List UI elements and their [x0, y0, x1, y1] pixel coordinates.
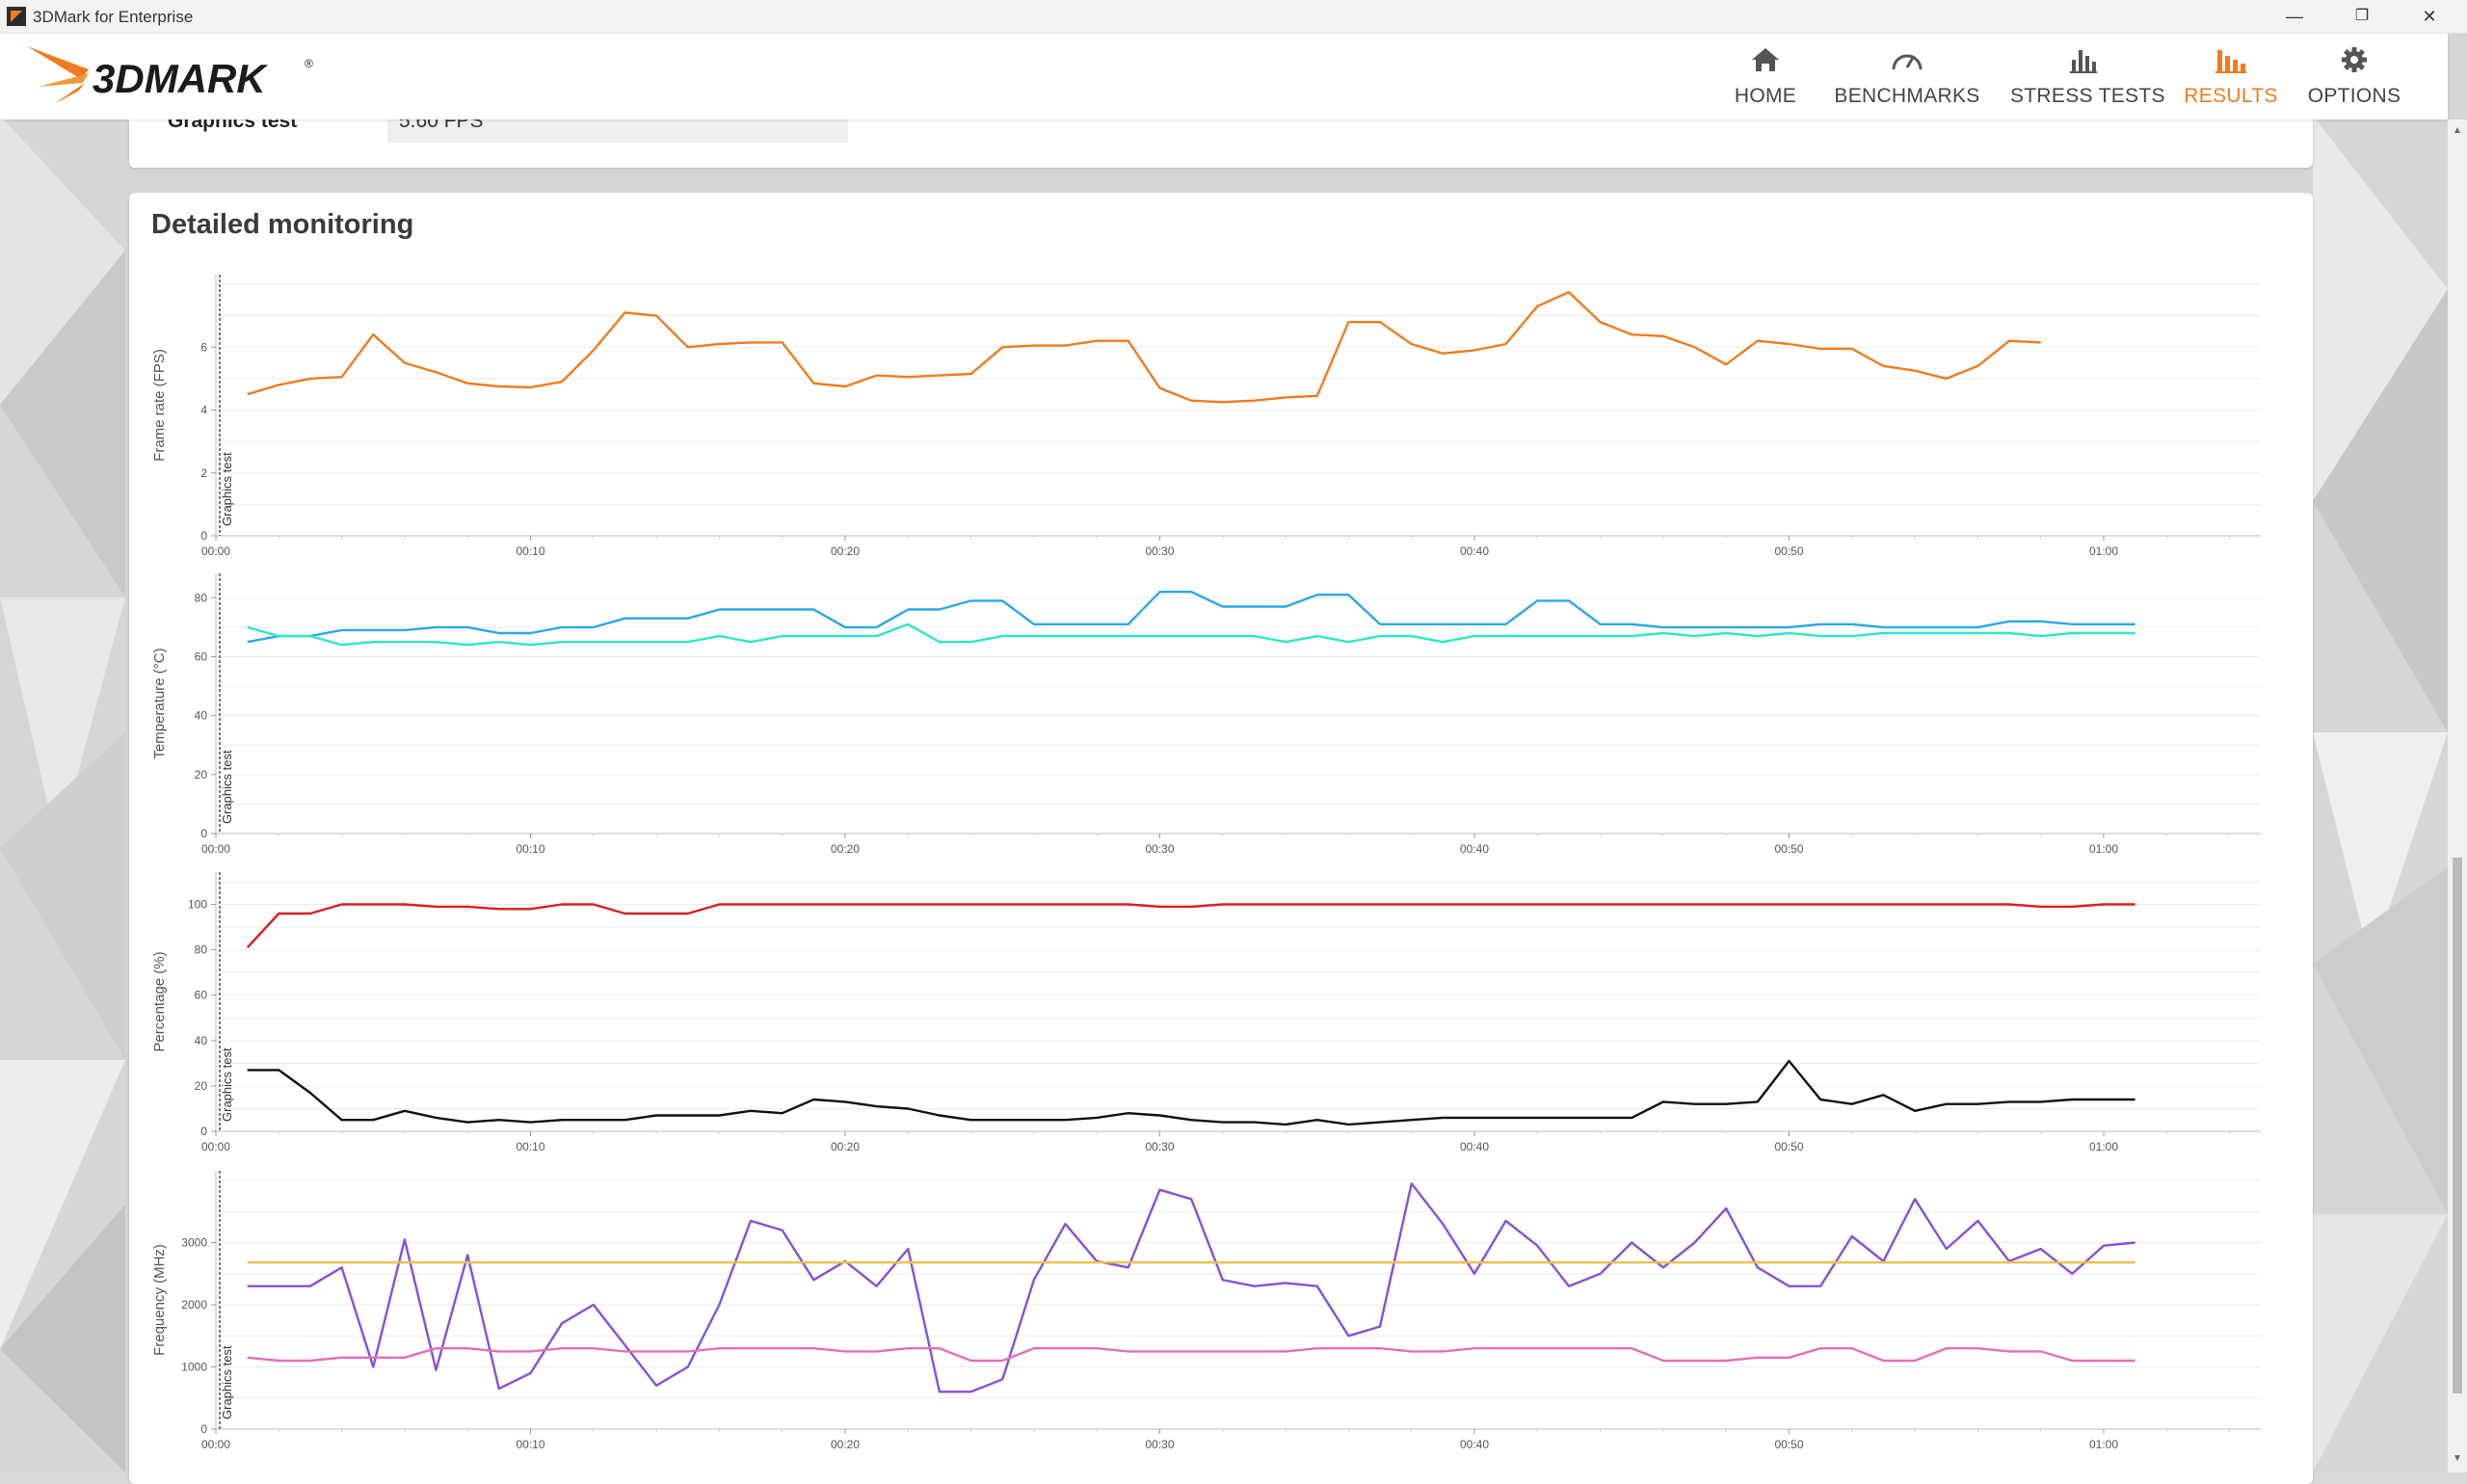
y-tick-label: 20	[195, 1079, 208, 1093]
x-tick-label: 00:20	[831, 842, 860, 856]
phase-label: Graphics test	[220, 750, 234, 824]
logo-wordmark: 3DMARK	[93, 56, 268, 101]
3dmark-logo[interactable]: 3DMARK ®	[25, 40, 324, 112]
x-tick-label: 01:00	[2089, 1140, 2118, 1153]
logo-trademark: ®	[305, 57, 313, 70]
x-tick-label: 00:00	[201, 842, 230, 856]
x-tick-label: 00:20	[831, 1438, 860, 1451]
nav-results[interactable]: RESULTS	[2182, 33, 2280, 119]
close-button[interactable]: ✕	[2422, 7, 2437, 26]
nav-stress-tests[interactable]: STRESS TESTS	[2010, 33, 2165, 119]
results-bars-icon	[2215, 50, 2246, 73]
x-tick-label: 01:00	[2089, 842, 2118, 856]
y-tick-label: 80	[195, 943, 208, 957]
x-tick-label: 00:50	[1774, 1140, 1803, 1153]
y-tick-label: 40	[195, 709, 208, 723]
y-tick-label: 2	[200, 466, 207, 480]
y-tick-label: 20	[195, 768, 208, 782]
nav-label: HOME	[1734, 85, 1797, 107]
app-icon	[7, 7, 26, 26]
y-tick-label: 0	[200, 827, 207, 840]
nav-options[interactable]: OPTIONS	[2301, 33, 2407, 119]
series-line-2	[247, 623, 2135, 647]
nav-benchmarks[interactable]: BENCHMARKS	[1827, 33, 1987, 119]
y-tick-label: 0	[200, 1125, 207, 1138]
x-tick-label: 01:00	[2089, 1438, 2118, 1451]
phase-label: Graphics test	[220, 1047, 234, 1122]
x-tick-label: 00:20	[831, 1140, 860, 1153]
nav-label: RESULTS	[2184, 85, 2278, 107]
y-tick-label: 0	[200, 1422, 207, 1436]
nav-label: OPTIONS	[2307, 85, 2401, 107]
y-tick-label: 2000	[181, 1298, 207, 1312]
y-axis-title: Frequency (MHz)	[151, 1244, 168, 1356]
phase-label: Graphics test	[220, 452, 234, 526]
stress-bars-icon	[2070, 50, 2097, 73]
x-tick-label: 00:00	[201, 1140, 230, 1153]
restore-button[interactable]: ❐	[2354, 8, 2370, 24]
y-tick-label: 3000	[181, 1236, 207, 1250]
x-tick-label: 00:40	[1460, 1438, 1489, 1451]
chart-panel-2: Graphics test Temperature (°C) 0 20 40 60 80 00…	[151, 573, 2261, 856]
series-line-1	[246, 903, 2135, 949]
y-tick-label: 1000	[181, 1361, 207, 1374]
y-tick-label: 40	[195, 1034, 208, 1047]
window-title: 3DMark for Enterprise	[33, 8, 194, 26]
x-tick-label: 00:20	[831, 544, 860, 558]
speedometer-icon	[1892, 54, 1923, 70]
minimize-button[interactable]: —	[2286, 7, 2303, 26]
y-tick-label: 4	[200, 404, 207, 417]
gear-icon	[2342, 47, 2367, 72]
x-tick-label: 00:30	[1145, 544, 1174, 558]
x-tick-label: 00:50	[1774, 842, 1803, 856]
detailed-monitoring-card: Detailed monitoring Graphics test Frame r…	[129, 193, 2313, 1484]
y-tick-label: 6	[200, 340, 207, 354]
y-axis-title: Frame rate (FPS)	[151, 349, 168, 462]
y-tick-label: 60	[195, 989, 208, 1002]
x-tick-label: 00:30	[1145, 1438, 1174, 1451]
nav-label: STRESS TESTS	[2010, 85, 2165, 107]
x-tick-label: 00:10	[516, 544, 544, 558]
series-line-1	[247, 1181, 2135, 1393]
x-tick-label: 00:30	[1145, 842, 1174, 856]
y-tick-label: 60	[195, 649, 208, 663]
x-tick-label: 00:00	[201, 1438, 230, 1451]
scroll-up-icon[interactable]: ▲	[2453, 125, 2462, 136]
x-tick-label: 00:40	[1460, 842, 1489, 856]
x-tick-label: 00:40	[1460, 1140, 1489, 1153]
x-tick-label: 00:10	[516, 842, 544, 856]
page-scrollbar[interactable]: ▲ ▼	[2448, 119, 2467, 1472]
nav-home[interactable]: HOME	[1715, 33, 1816, 119]
x-tick-label: 00:00	[201, 544, 230, 558]
home-icon	[1752, 48, 1779, 71]
section-title: Detailed monitoring	[151, 209, 414, 240]
series-line-1	[247, 290, 2041, 404]
series-line-2	[247, 1059, 2135, 1126]
y-axis-title: Temperature (°C)	[151, 648, 168, 758]
window-title-bar: 3DMark for Enterprise — ❐ ✕	[0, 0, 2467, 34]
scroll-down-icon[interactable]: ▼	[2453, 1453, 2462, 1464]
phase-label: Graphics test	[220, 1345, 234, 1419]
series-line-1	[247, 591, 2135, 644]
chart-panel-1: Graphics test Frame rate (FPS) 0 2 4 6 00:00 00…	[151, 275, 2261, 558]
x-tick-label: 00:10	[516, 1140, 544, 1153]
x-tick-label: 00:50	[1774, 544, 1803, 558]
app-header: 3DMARK ® HOME BENCHMARKS STRESS TESTS	[0, 33, 2448, 119]
x-tick-label: 00:50	[1774, 1438, 1803, 1451]
x-tick-label: 00:40	[1460, 544, 1489, 558]
y-axis-title: Percentage (%)	[151, 951, 168, 1051]
y-tick-label: 100	[188, 898, 207, 912]
x-tick-label: 00:10	[516, 1438, 544, 1451]
x-tick-label: 00:30	[1145, 1140, 1174, 1153]
y-tick-label: 0	[200, 529, 207, 543]
scrollbar-thumb[interactable]	[2453, 858, 2462, 1393]
chart-panel-4: Graphics test Frequency (MHz) 0 1000 2000 300…	[151, 1171, 2261, 1451]
y-tick-label: 80	[195, 591, 208, 604]
series-line-3	[247, 1346, 2135, 1363]
chart-panel-3: Graphics test Percentage (%) 0 20 40 60 80 100 0…	[151, 872, 2261, 1153]
x-tick-label: 01:00	[2089, 544, 2118, 558]
nav-label: BENCHMARKS	[1834, 85, 1980, 107]
